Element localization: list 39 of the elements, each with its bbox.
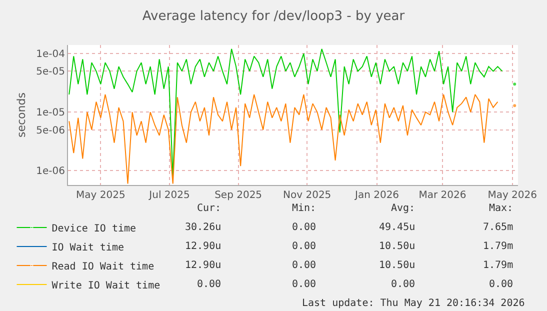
text: Min: <box>292 203 316 214</box>
text: 10.50u <box>379 241 416 252</box>
text: 7.65m <box>483 222 514 233</box>
y-tick-label: 1e-05 <box>36 108 65 119</box>
legend-label: IO Wait time <box>52 242 124 254</box>
text: 1.79m <box>483 241 514 252</box>
text: 0.00 <box>292 222 316 233</box>
text: 12.90u <box>185 260 222 271</box>
text: 0.00 <box>292 279 316 290</box>
x-tick-label: May 2026 <box>488 190 538 201</box>
legend-label: Device IO time <box>52 223 136 234</box>
y-tick-label: 1e-04 <box>36 49 65 60</box>
y-tick-label: 5e-06 <box>36 125 65 136</box>
text: Last update: Thu May 21 20:16:34 2026 <box>302 298 525 309</box>
text: Max: <box>489 203 514 214</box>
y-tick-label: 5e-05 <box>36 66 65 78</box>
y-tick-label: 1e-06 <box>36 166 65 178</box>
text: 1.79m <box>483 260 514 271</box>
x-tick-label: Nov 2025 <box>283 190 332 201</box>
text: 0.00 <box>197 279 222 290</box>
x-tick-label: May 2025 <box>76 190 126 201</box>
text: 49.45u <box>379 222 416 233</box>
text: 0.00 <box>489 279 514 290</box>
legend-label: Write IO Wait time <box>52 280 160 292</box>
text: 30.26u <box>185 222 222 233</box>
y-axis-title: seconds <box>14 92 28 138</box>
x-tick-label: Jan 2026 <box>354 190 400 201</box>
x-tick-label: Sep 2025 <box>214 190 262 201</box>
text: 0.00 <box>292 241 316 252</box>
x-tick-label: Mar 2026 <box>418 190 466 201</box>
legend-label: Read IO Wait time <box>52 261 154 272</box>
text: 12.90u <box>185 241 222 252</box>
text: Cur: <box>197 203 222 214</box>
text: Avg: <box>391 203 416 214</box>
x-tick-label: Jul 2025 <box>148 190 190 201</box>
text: 0.00 <box>391 279 416 290</box>
chart-title: Average latency for /dev/loop3 - by year <box>142 8 406 24</box>
text: 0.00 <box>292 260 316 271</box>
text: 10.50u <box>379 260 416 271</box>
